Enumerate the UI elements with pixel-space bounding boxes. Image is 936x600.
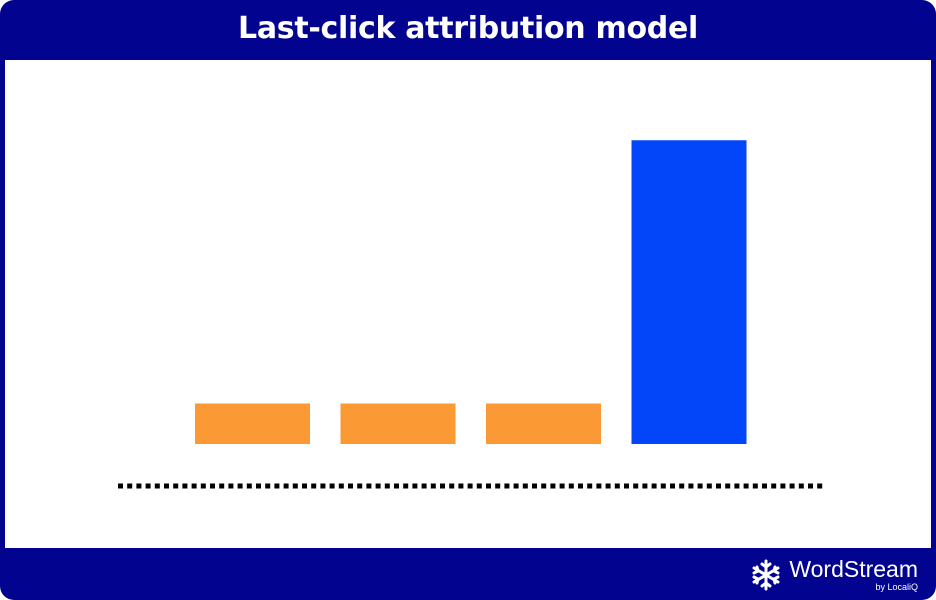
wordstream-snowflake-icon [752,559,780,591]
bar-touchpoint-3 [486,403,601,444]
brand-name: WordStream [789,556,918,582]
chart-title: Last-click attribution model [238,10,698,46]
bar-last-click [631,140,747,444]
chart-panel [5,60,931,548]
brand-subtitle: by LocaliQ [875,582,918,592]
bar-chart [118,140,823,489]
bar-touchpoint-2 [340,403,456,444]
bar-touchpoint-1 [195,403,310,444]
wordstream-logo: WordStream by LocaliQ [749,558,918,592]
